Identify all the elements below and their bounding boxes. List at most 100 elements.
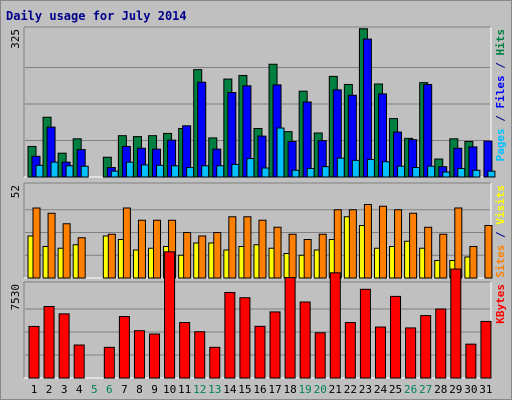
- sites-bar-day-2: [47, 212, 56, 279]
- sites-bar-day-18: [288, 233, 297, 279]
- pages-bar-day-19: [306, 167, 315, 178]
- day-label-21: 21: [329, 383, 342, 396]
- day-label-16: 16: [253, 383, 266, 396]
- kbytes-bar-day-11: [179, 322, 191, 379]
- pages-bar-day-30: [472, 169, 481, 178]
- sites-bar-day-27: [424, 226, 433, 279]
- day-label-23: 23: [359, 383, 372, 396]
- kbytes-bar-day-25: [390, 295, 402, 379]
- files-bar-day-12: [197, 81, 207, 178]
- kbytes-bar-day-9: [149, 333, 161, 379]
- sites-bar-day-13: [213, 232, 222, 279]
- day-label-5: 5: [91, 383, 98, 396]
- day-label-31: 31: [479, 383, 492, 396]
- kbytes-bar-day-27: [420, 315, 432, 379]
- kbytes-bar-day-16: [254, 325, 266, 379]
- kbytes-bar-day-21: [329, 272, 341, 379]
- pages-bar-day-3: [65, 165, 74, 178]
- sites-bar-day-6: [107, 233, 116, 279]
- files-bar-day-27: [423, 83, 433, 178]
- kbytes-bar-day-28: [435, 308, 447, 379]
- legend-sites-visits-part-1: /: [494, 225, 507, 245]
- pages-bar-day-27: [427, 165, 436, 178]
- sites-bar-day-20: [318, 233, 327, 279]
- sites-bar-day-29: [454, 207, 463, 279]
- sites-bar-day-22: [348, 209, 357, 279]
- pages-bar-day-6: [110, 170, 119, 178]
- kbytes-bar-day-8: [133, 330, 145, 379]
- kbytes-bar-day-4: [73, 344, 85, 379]
- pages-bar-day-10: [171, 165, 180, 178]
- sites-bar-day-24: [378, 205, 387, 279]
- kbytes-bar-day-26: [405, 327, 417, 379]
- kbytes-bar-day-6: [103, 346, 115, 379]
- sites-bar-day-9: [153, 219, 162, 279]
- sites-bar-day-12: [198, 235, 207, 279]
- day-label-1: 1: [31, 383, 38, 396]
- legend-pages-files-hits-part-1: /: [494, 109, 507, 129]
- day-label-29: 29: [449, 383, 462, 396]
- pages-bar-day-23: [366, 158, 375, 178]
- sites-bar-day-3: [62, 223, 71, 279]
- kbytes-bar-day-14: [224, 291, 236, 379]
- day-label-2: 2: [46, 383, 53, 396]
- sites-bar-day-25: [394, 209, 403, 279]
- pages-bar-day-11: [186, 167, 195, 178]
- sites-bar-day-30: [469, 246, 478, 279]
- pages-bar-day-29: [457, 167, 466, 178]
- kbytes-bar-day-20: [314, 332, 326, 379]
- pages-bar-day-8: [140, 164, 149, 178]
- sites-bar-day-8: [137, 219, 146, 279]
- sites-bar-day-1: [32, 207, 41, 279]
- files-bar-day-19: [302, 101, 312, 178]
- pages-bar-day-9: [156, 164, 165, 178]
- sites-bar-day-23: [363, 204, 372, 279]
- legend-kbytes-part-0: KBytes: [494, 284, 507, 324]
- kbytes-bar-day-18: [284, 277, 296, 379]
- legend-sites-visits-part-0: Sites: [494, 245, 507, 278]
- day-label-3: 3: [61, 383, 68, 396]
- sites-bar-day-15: [243, 216, 252, 279]
- day-label-27: 27: [419, 383, 432, 396]
- sites-bar-day-7: [122, 207, 131, 279]
- sites-bar-day-14: [228, 216, 237, 279]
- day-label-12: 12: [193, 383, 206, 396]
- sites-bar-day-17: [273, 226, 282, 279]
- kbytes-bar-day-12: [194, 331, 206, 379]
- legend-pages-files-hits-part-3: /: [494, 56, 507, 76]
- pages-bar-day-26: [412, 167, 421, 178]
- sites-bar-day-31: [484, 225, 493, 279]
- sites-bar-day-4: [77, 237, 86, 279]
- kbytes-bar-day-29: [450, 268, 462, 379]
- day-label-18: 18: [283, 383, 296, 396]
- kbytes-bar-day-30: [465, 343, 477, 379]
- pages-bar-day-14: [231, 163, 240, 178]
- day-label-8: 8: [136, 383, 143, 396]
- legend-sites-visits-part-2: Visits: [494, 185, 507, 225]
- kbytes-bar-day-10: [164, 251, 176, 379]
- sites-bar-day-28: [439, 233, 448, 279]
- kbytes-bar-day-22: [344, 322, 356, 379]
- day-label-17: 17: [268, 383, 281, 396]
- kbytes-bar-day-13: [209, 346, 221, 379]
- day-label-28: 28: [434, 383, 447, 396]
- day-label-24: 24: [374, 383, 388, 396]
- legend-sites-visits: Sites / Visits: [494, 185, 507, 278]
- kbytes-bar-day-17: [269, 311, 281, 379]
- pages-bar-day-28: [442, 171, 451, 178]
- kbytes-bar-day-31: [480, 320, 492, 379]
- day-label-10: 10: [163, 383, 176, 396]
- sites-bar-day-16: [258, 219, 267, 279]
- pages-bar-day-31: [487, 170, 496, 178]
- day-label-7: 7: [121, 383, 128, 396]
- day-label-15: 15: [238, 383, 251, 396]
- pages-bar-day-16: [261, 167, 270, 178]
- day-label-26: 26: [404, 383, 417, 396]
- pages-bar-day-15: [246, 158, 255, 178]
- pages-bar-day-2: [50, 161, 59, 178]
- sites-bar-day-21: [333, 209, 342, 279]
- pages-bar-day-18: [291, 169, 300, 178]
- day-label-25: 25: [389, 383, 402, 396]
- files-bar-day-23: [362, 38, 372, 178]
